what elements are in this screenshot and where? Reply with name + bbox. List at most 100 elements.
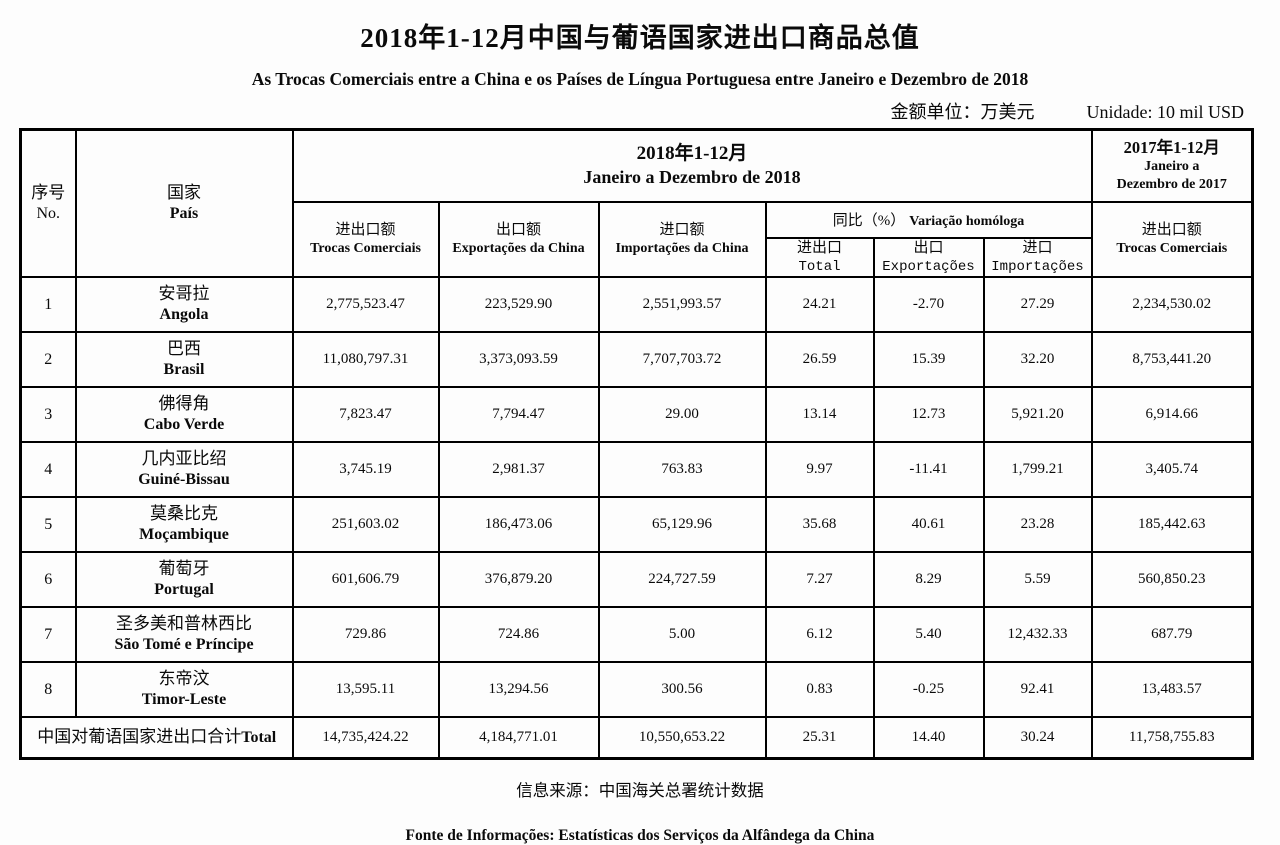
col-header-exports: 出口额 Exportações da China — [437, 200, 600, 279]
col-header-yoy-imports: 进口 Importações — [982, 236, 1093, 279]
col-header-period-2018: 2018年1-12月 Janeiro a Dezembro de 2018 — [291, 128, 1093, 203]
cell-trade-2018: 7,823.47 — [291, 386, 440, 444]
page-subtitle: As Trocas Comerciais entre a China e os … — [251, 69, 1029, 89]
col-header-trade-2018: 进出口额 Trocas Comerciais — [291, 200, 440, 279]
cell-country: 安哥拉 Angola — [74, 276, 294, 334]
cell-exports: 3,373,093.59 — [437, 331, 600, 389]
col-header-yoy-group: 同比（%） Variação homóloga — [764, 200, 1093, 239]
cell-trade-2017: 560,850.23 — [1090, 551, 1254, 609]
cell-row-number: 1 — [19, 276, 77, 334]
col-header-country: 国家 País — [74, 128, 294, 279]
col-header-period-2017: 2017年1-12月 Janeiro a Dezembro de 2017 — [1090, 128, 1254, 203]
cell-exports: 186,473.06 — [437, 496, 600, 554]
cell-yoy-imports: 12,432.33 — [982, 606, 1093, 664]
cell-imports: 224,727.59 — [597, 551, 767, 609]
cell-imports: 300.56 — [597, 661, 767, 719]
cell-row-number: 3 — [19, 386, 77, 444]
cell-row-number: 2 — [19, 331, 77, 389]
cell-yoy-total: 7.27 — [764, 551, 875, 609]
unit-label-pt: Unidade: 10 mil USD — [1086, 102, 1245, 122]
cell-exports: 2,981.37 — [437, 441, 600, 499]
cell-trade-2017: 687.79 — [1090, 606, 1254, 664]
cell-yoy-exports: -0.25 — [872, 661, 985, 719]
col-header-yoy-total: 进出口 Total — [764, 236, 875, 279]
total-label: 中国对葡语国家进出口合计Total — [19, 716, 294, 760]
cell-row-number: 7 — [19, 606, 77, 664]
table-row: 7 圣多美和普林西比 São Tomé e Príncipe 729.86 72… — [19, 606, 1254, 664]
source-note-cn: 信息来源：中国海关总署统计数据 — [516, 780, 764, 800]
source-note-pt: Fonte de Informações: Estatísticas dos S… — [405, 826, 875, 844]
cell-yoy-total: 35.68 — [764, 496, 875, 554]
cell-yoy-exports: 8.29 — [872, 551, 985, 609]
header-row-measures: 进出口额 Trocas Comerciais 出口额 Exportações d… — [21, 200, 1254, 279]
cell-yoy-total: 25.31 — [764, 716, 875, 760]
cell-row-number: 8 — [19, 661, 77, 719]
cell-imports: 7,707,703.72 — [597, 331, 767, 389]
cell-trade-2018: 14,735,424.22 — [291, 716, 440, 760]
cell-trade-2017: 3,405.74 — [1090, 441, 1254, 499]
cell-exports: 7,794.47 — [437, 386, 600, 444]
cell-exports: 376,879.20 — [437, 551, 600, 609]
header-row-yoy: 进出口 Total 出口 Exportações 进口 Importações — [21, 236, 1253, 279]
cell-yoy-exports: 14.40 — [872, 716, 985, 760]
cell-imports: 763.83 — [597, 441, 767, 499]
cell-exports: 13,294.56 — [437, 661, 600, 719]
cell-country: 莫桑比克 Moçambique — [74, 496, 294, 554]
table-row: 6 葡萄牙 Portugal 601,606.79 376,879.20 224… — [19, 551, 1254, 609]
cell-trade-2017: 185,442.63 — [1090, 496, 1254, 554]
cell-yoy-imports: 32.20 — [982, 331, 1093, 389]
cell-yoy-total: 26.59 — [764, 331, 875, 389]
cell-trade-2018: 729.86 — [291, 606, 440, 664]
cell-country: 圣多美和普林西比 São Tomé e Príncipe — [74, 606, 294, 664]
cell-yoy-imports: 30.24 — [982, 716, 1093, 760]
col-header-trade-2017: 进出口额 Trocas Comerciais — [1090, 200, 1254, 279]
col-header-imports: 进口额 Importações da China — [597, 200, 767, 279]
cell-yoy-imports: 23.28 — [982, 496, 1093, 554]
cell-yoy-exports: 5.40 — [872, 606, 985, 664]
cell-exports: 4,184,771.01 — [437, 716, 600, 760]
cell-row-number: 5 — [19, 496, 77, 554]
cell-country: 葡萄牙 Portugal — [74, 551, 294, 609]
page-title: 2018年1-12月中国与葡语国家进出口商品总值 — [360, 23, 920, 53]
cell-country: 东帝汶 Timor-Leste — [74, 661, 294, 719]
cell-trade-2018: 13,595.11 — [291, 661, 440, 719]
cell-trade-2017: 2,234,530.02 — [1090, 276, 1254, 334]
unit-label-cn: 金额单位：万美元 — [890, 102, 1035, 122]
table-row: 3 佛得角 Cabo Verde 7,823.47 7,794.47 29.00… — [19, 386, 1254, 444]
table-row: 1 安哥拉 Angola 2,775,523.47 223,529.90 2,5… — [19, 276, 1254, 334]
cell-imports: 29.00 — [597, 386, 767, 444]
cell-trade-2017: 8,753,441.20 — [1090, 331, 1254, 389]
unit-line: 金额单位：万美元 Unidade: 10 mil USD — [0, 90, 1280, 128]
col-header-no: 序号 No. — [19, 128, 77, 279]
cell-yoy-exports: 40.61 — [872, 496, 985, 554]
cell-row-number: 6 — [19, 551, 77, 609]
cell-trade-2018: 2,775,523.47 — [291, 276, 440, 334]
cell-yoy-total: 13.14 — [764, 386, 875, 444]
cell-yoy-imports: 1,799.21 — [982, 441, 1093, 499]
cell-trade-2018: 11,080,797.31 — [291, 331, 440, 389]
cell-country: 佛得角 Cabo Verde — [74, 386, 294, 444]
cell-yoy-imports: 27.29 — [982, 276, 1093, 334]
cell-trade-2018: 601,606.79 — [291, 551, 440, 609]
cell-trade-2017: 6,914.66 — [1090, 386, 1254, 444]
cell-country: 几内亚比绍 Guiné-Bissau — [74, 441, 294, 499]
document-page: 2018年1-12月中国与葡语国家进出口商品总值 As Trocas Comer… — [0, 23, 1280, 844]
table-row: 2 巴西 Brasil 11,080,797.31 3,373,093.59 7… — [19, 331, 1254, 389]
cell-imports: 2,551,993.57 — [597, 276, 767, 334]
table-row: 5 莫桑比克 Moçambique 251,603.02 186,473.06 … — [19, 496, 1254, 554]
cell-imports: 5.00 — [597, 606, 767, 664]
cell-imports: 10,550,653.22 — [597, 716, 767, 760]
cell-yoy-exports: -11.41 — [872, 441, 985, 499]
trade-table: 序号 No. 国家 País 2018年1-12月 Janeiro a Deze… — [19, 128, 1254, 760]
cell-yoy-imports: 5.59 — [982, 551, 1093, 609]
table-row: 4 几内亚比绍 Guiné-Bissau 3,745.19 2,981.37 7… — [19, 441, 1254, 499]
cell-yoy-total: 24.21 — [764, 276, 875, 334]
col-header-yoy-exports: 出口 Exportações — [872, 236, 985, 279]
total-row: 中国对葡语国家进出口合计Total 14,735,424.22 4,184,77… — [19, 716, 1254, 760]
cell-trade-2017: 11,758,755.83 — [1090, 716, 1254, 760]
cell-yoy-exports: 15.39 — [872, 331, 985, 389]
cell-trade-2018: 251,603.02 — [291, 496, 440, 554]
cell-trade-2017: 13,483.57 — [1090, 661, 1254, 719]
cell-trade-2018: 3,745.19 — [291, 441, 440, 499]
cell-yoy-total: 0.83 — [764, 661, 875, 719]
